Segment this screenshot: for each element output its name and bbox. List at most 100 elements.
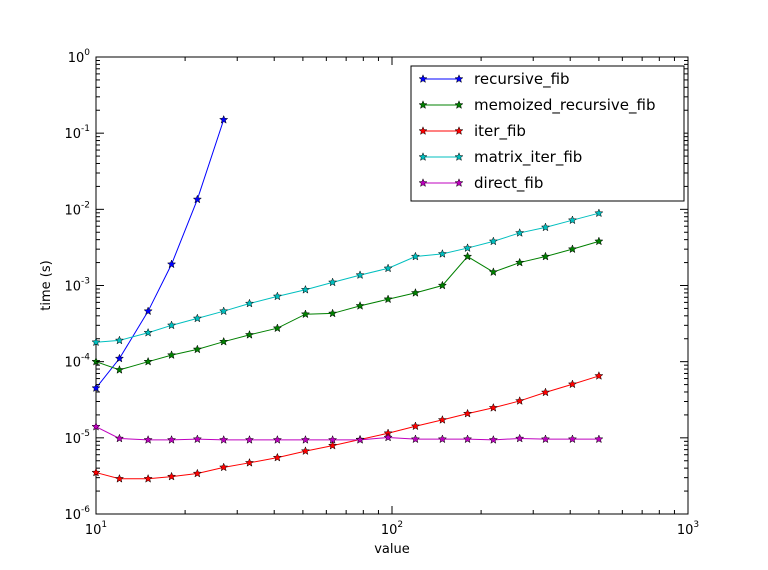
- y-tick-label: 10-2: [64, 200, 90, 218]
- data-point: [219, 336, 229, 346]
- data-point: [143, 356, 153, 366]
- x-tick-exponent: 1: [101, 520, 107, 530]
- y-tick-base: 10: [64, 356, 81, 371]
- data-point: [272, 323, 283, 333]
- legend-item: direct_fib: [418, 174, 543, 193]
- data-point: [437, 280, 448, 290]
- legend-item: iter_fib: [418, 122, 526, 141]
- data-point: [272, 434, 283, 444]
- data-point: [91, 383, 101, 393]
- data-point: [166, 471, 177, 481]
- data-point: [192, 313, 203, 323]
- data-point: [114, 353, 125, 363]
- series-line: [95, 212, 600, 343]
- series-layer: [91, 114, 604, 483]
- data-point: [515, 433, 525, 443]
- series-line: [95, 119, 225, 389]
- data-point: [143, 306, 153, 316]
- legend-label: memoized_recursive_fib: [474, 96, 655, 115]
- series-line: [95, 240, 600, 371]
- data-point: [91, 337, 101, 347]
- data-point: [410, 434, 421, 444]
- data-point: [437, 414, 448, 424]
- data-point: [383, 263, 393, 273]
- data-point: [540, 222, 551, 232]
- legend-marker: [454, 100, 464, 109]
- data-point: [327, 277, 338, 287]
- legend-item: matrix_iter_fib: [418, 148, 582, 167]
- legend-marker: [418, 126, 428, 135]
- data-point: [300, 434, 311, 444]
- data-point: [219, 114, 229, 124]
- data-point: [567, 244, 578, 254]
- data-point: [300, 446, 311, 456]
- data-point: [300, 309, 311, 319]
- legend-item: recursive_fib: [418, 70, 570, 89]
- data-point: [244, 434, 255, 444]
- data-point: [192, 344, 203, 354]
- data-point: [114, 433, 125, 443]
- data-point: [192, 194, 203, 204]
- data-point: [272, 291, 283, 301]
- data-point: [219, 306, 229, 316]
- data-point: [540, 387, 551, 397]
- x-tick-base: 10: [677, 523, 694, 538]
- data-point: [244, 329, 255, 339]
- legend-label: matrix_iter_fib: [474, 148, 582, 167]
- data-point: [327, 308, 338, 318]
- legend-marker: [454, 74, 464, 83]
- data-point: [114, 335, 125, 345]
- data-point: [355, 300, 365, 310]
- data-point: [488, 236, 499, 246]
- data-point: [244, 457, 255, 467]
- data-point: [244, 298, 255, 308]
- y-tick-label: 10-6: [64, 505, 90, 523]
- y-tick-exponent: -4: [81, 353, 90, 363]
- data-point: [300, 284, 311, 294]
- data-point: [437, 434, 448, 444]
- data-point: [327, 434, 338, 444]
- y-tick-label: 10-5: [64, 429, 90, 447]
- data-point: [462, 434, 473, 444]
- data-point: [515, 396, 525, 405]
- data-point: [91, 421, 101, 431]
- data-point: [166, 320, 177, 330]
- x-tick-label: 101: [85, 520, 107, 538]
- y-tick-base: 10: [64, 203, 81, 218]
- x-tick-label: 102: [381, 520, 403, 538]
- data-point: [567, 434, 578, 444]
- legend-marker: [454, 178, 464, 187]
- y-tick-label: 10-3: [64, 277, 90, 295]
- y-tick-exponent: -5: [81, 429, 90, 439]
- data-point: [488, 434, 499, 444]
- legend-marker: [454, 126, 464, 135]
- data-point: [594, 371, 604, 380]
- legend-marker: [418, 74, 428, 83]
- series-line: [95, 426, 599, 441]
- data-point: [143, 473, 153, 483]
- y-tick-base: 10: [64, 127, 81, 142]
- y-tick-label: 100: [68, 48, 91, 66]
- data-point: [515, 257, 525, 267]
- legend-label: direct_fib: [474, 174, 543, 193]
- y-tick-exponent: -1: [81, 124, 90, 134]
- data-point: [143, 327, 153, 337]
- legend-marker: [418, 152, 428, 161]
- data-point: [462, 243, 473, 253]
- data-point: [462, 251, 473, 261]
- series-matrix_iter_fib: [91, 208, 604, 347]
- series-line: [95, 375, 600, 480]
- data-point: [594, 236, 604, 246]
- data-point: [410, 421, 421, 431]
- data-point: [192, 468, 203, 478]
- y-tick-label: 10-4: [64, 353, 90, 371]
- y-tick-exponent: 0: [84, 48, 90, 58]
- data-point: [567, 379, 578, 389]
- data-point: [410, 251, 421, 261]
- data-point: [488, 402, 499, 412]
- x-tick-base: 10: [85, 523, 102, 538]
- data-point: [219, 434, 229, 444]
- x-axis-label: value: [374, 542, 410, 557]
- y-tick-base: 10: [68, 51, 85, 66]
